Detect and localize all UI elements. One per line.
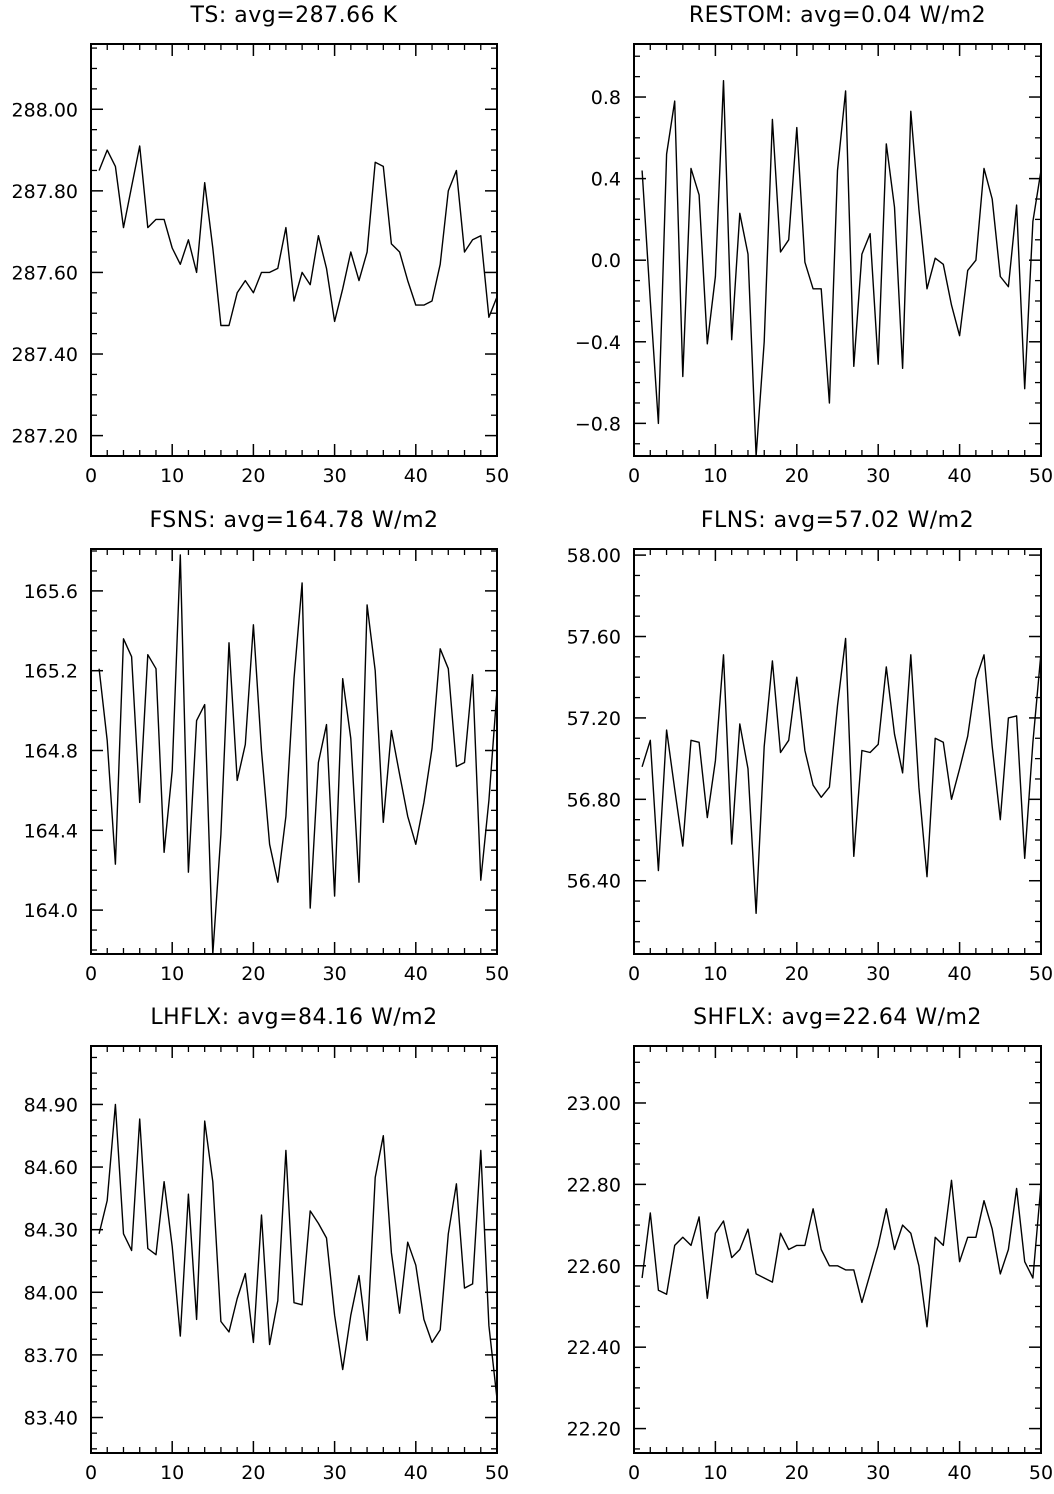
chart-panel-3: FSNS: avg=164.78 W/m2 0 10 20 30 40 50 164.0 164… [24, 508, 510, 985]
plot-frame [90, 43, 498, 457]
chart-panel-2: RESTOM: avg=0.04 W/m2 0 10 20 30 40 50 −0.8 −0.4… [575, 3, 1053, 487]
x-tick-label: 30 [323, 963, 347, 985]
x-tick-label: 30 [323, 1462, 347, 1484]
chart-panel-4: FLNS: avg=57.02 W/m2 0 10 20 30 40 50 56.40 56.8… [567, 508, 1054, 985]
x-tick-label: 10 [160, 963, 184, 985]
x-tick-label: 0 [85, 465, 97, 487]
x-tick-label: 0 [628, 963, 640, 985]
y-tick-label: 165.6 [24, 581, 78, 603]
x-tick-label: 50 [485, 1462, 509, 1484]
x-tick-label: 40 [404, 963, 428, 985]
x-tick-label: 30 [866, 963, 890, 985]
y-tick-label: 57.20 [567, 708, 621, 730]
y-tick-label: 84.00 [24, 1282, 78, 1304]
x-tick-label: 20 [241, 963, 265, 985]
x-tick-label: 0 [628, 465, 640, 487]
x-tick-label: 0 [85, 963, 97, 985]
plot-frame [90, 548, 498, 955]
x-tick-label: 20 [785, 1462, 809, 1484]
y-tick-label: 22.40 [567, 1337, 621, 1359]
x-tick-label: 0 [628, 1462, 640, 1484]
y-tick-label: 0.0 [591, 250, 621, 272]
y-tick-label: 287.60 [12, 262, 78, 284]
series-line [641, 79, 1041, 456]
chart-panel-6: SHFLX: avg=22.64 W/m2 0 10 20 30 40 50 22.20 22.… [567, 1005, 1054, 1484]
chart-panel-5: LHFLX: avg=84.16 W/m2 0 10 20 30 40 50 83.40 83.… [24, 1005, 510, 1484]
chart-title: RESTOM: avg=0.04 W/m2 [689, 3, 986, 28]
y-tick-label: 84.60 [24, 1157, 78, 1179]
x-tick-label: 50 [485, 465, 509, 487]
x-tick-label: 50 [1029, 1462, 1053, 1484]
series-line [641, 1179, 1041, 1328]
x-tick-label: 40 [948, 963, 972, 985]
x-tick-label: 50 [1029, 465, 1053, 487]
plot-frame [90, 1045, 498, 1454]
y-tick-label: 22.20 [567, 1419, 621, 1441]
plot-frame [633, 548, 1042, 955]
chart-title: TS: avg=287.66 K [189, 3, 397, 28]
series-line [98, 145, 497, 327]
y-tick-label: 58.00 [567, 545, 621, 567]
x-tick-label: 50 [485, 963, 509, 985]
y-tick-label: 84.90 [24, 1094, 78, 1116]
x-tick-label: 50 [1029, 963, 1053, 985]
x-tick-label: 40 [948, 1462, 972, 1484]
series-line [98, 1103, 497, 1399]
x-tick-label: 30 [866, 465, 890, 487]
chart-title: LHFLX: avg=84.16 W/m2 [150, 1005, 437, 1030]
x-tick-label: 0 [85, 1462, 97, 1484]
y-tick-label: 23.00 [567, 1093, 621, 1115]
y-tick-label: 287.20 [12, 426, 78, 448]
plot-frame [633, 1045, 1042, 1454]
y-tick-label: 287.80 [12, 181, 78, 203]
y-tick-label: 56.80 [567, 789, 621, 811]
x-tick-label: 10 [703, 1462, 727, 1484]
x-tick-label: 10 [703, 963, 727, 985]
y-tick-label: 22.60 [567, 1256, 621, 1278]
y-tick-label: 288.00 [12, 99, 78, 121]
x-tick-label: 20 [785, 963, 809, 985]
x-tick-label: 10 [160, 465, 184, 487]
x-tick-label: 40 [404, 1462, 428, 1484]
y-tick-label: 164.4 [24, 820, 78, 842]
series-line [98, 554, 497, 954]
plot-frame [633, 43, 1042, 457]
y-tick-label: 83.40 [24, 1408, 78, 1430]
x-tick-label: 20 [785, 465, 809, 487]
y-tick-label: −0.4 [575, 332, 621, 354]
x-tick-label: 20 [241, 1462, 265, 1484]
x-tick-label: 10 [703, 465, 727, 487]
series-line [641, 637, 1041, 914]
y-tick-label: 22.80 [567, 1174, 621, 1196]
y-tick-label: 164.0 [24, 900, 78, 922]
y-tick-label: −0.8 [575, 413, 621, 435]
y-tick-label: 164.8 [24, 741, 78, 763]
chart-title: SHFLX: avg=22.64 W/m2 [693, 1005, 982, 1030]
y-tick-label: 0.4 [591, 169, 621, 191]
y-tick-label: 56.40 [567, 871, 621, 893]
y-tick-label: 0.8 [591, 87, 621, 109]
x-tick-label: 30 [866, 1462, 890, 1484]
y-tick-label: 57.60 [567, 627, 621, 649]
y-tick-label: 84.30 [24, 1220, 78, 1242]
x-tick-label: 40 [948, 465, 972, 487]
x-tick-label: 20 [241, 465, 265, 487]
y-tick-label: 287.40 [12, 344, 78, 366]
y-tick-label: 165.2 [24, 661, 78, 683]
chart-panel-1: TS: avg=287.66 K 0 10 20 30 40 50 287.20 287.40 2… [12, 3, 510, 487]
x-tick-label: 40 [404, 465, 428, 487]
x-tick-label: 30 [323, 465, 347, 487]
y-tick-label: 83.70 [24, 1345, 78, 1367]
x-tick-label: 10 [160, 1462, 184, 1484]
chart-title: FSNS: avg=164.78 W/m2 [149, 508, 438, 533]
chart-title: FLNS: avg=57.02 W/m2 [701, 508, 974, 533]
